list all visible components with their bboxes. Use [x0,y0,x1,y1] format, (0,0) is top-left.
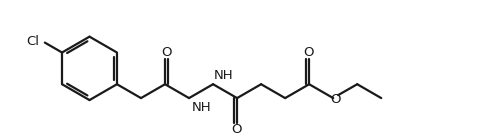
Text: NH: NH [214,69,234,82]
Text: Cl: Cl [26,35,39,48]
Text: O: O [303,46,313,59]
Text: NH: NH [192,101,212,114]
Text: O: O [330,93,341,106]
Text: O: O [161,46,171,59]
Text: O: O [231,124,241,136]
